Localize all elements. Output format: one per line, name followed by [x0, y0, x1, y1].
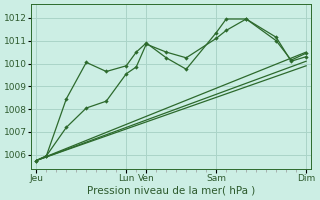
- X-axis label: Pression niveau de la mer( hPa ): Pression niveau de la mer( hPa ): [87, 186, 255, 196]
